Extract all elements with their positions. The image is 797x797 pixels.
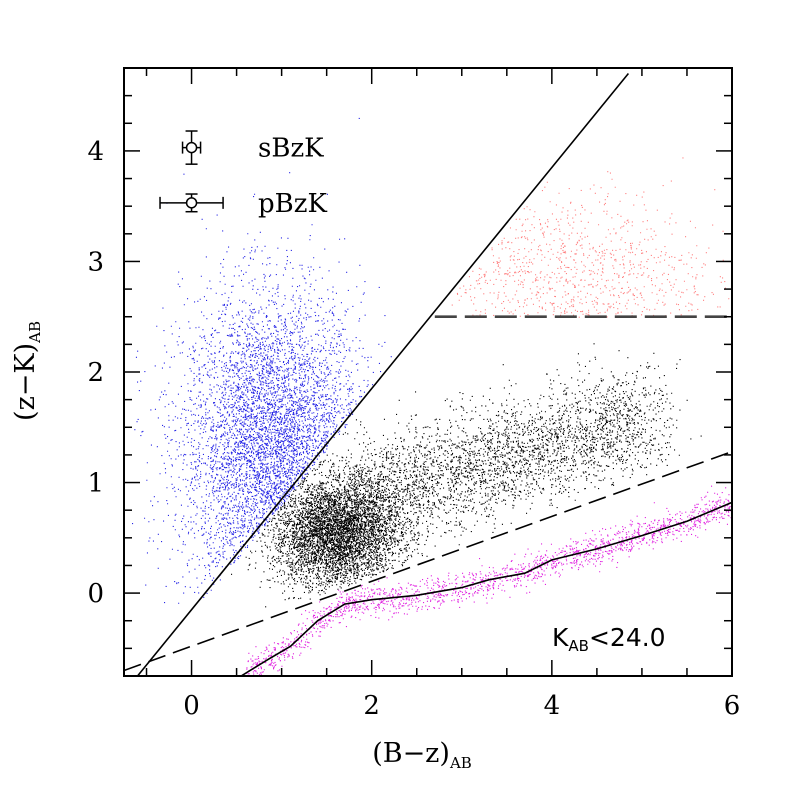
legend-item-sBzK: sBzK (181, 130, 324, 165)
annotation-main: K (552, 623, 569, 652)
annotation-rest: <24.0 (589, 623, 666, 652)
legend: sBzK pBzK (159, 130, 327, 219)
x-axis-label: (B−z)AB (372, 738, 472, 772)
stellar-locus-line (240, 501, 732, 676)
y-tick-label: 1 (87, 469, 104, 499)
magnitude-limit-annotation: KAB<24.0 (552, 623, 666, 655)
x-tick-label: 0 (183, 691, 200, 721)
legend-marker (185, 197, 198, 209)
sBzK-boundary-line (136, 72, 630, 676)
boundary-lines (124, 72, 732, 676)
scatter-points (132, 117, 732, 676)
y-tick-label: 0 (87, 579, 104, 609)
legend-marker (185, 141, 198, 154)
y-tick-label: 4 (87, 137, 104, 167)
y-axis-label-sub: AB (26, 321, 44, 344)
legend-item-pBzK: pBzK (159, 189, 327, 219)
legend-label: sBzK (258, 134, 324, 164)
plot-frame (123, 67, 733, 677)
points-sBzK (132, 117, 392, 604)
annotation-sub: AB (568, 637, 589, 655)
x-tick-label: 2 (363, 691, 380, 721)
x-tick-label: 6 (724, 691, 741, 721)
y-axis-label: (z−K)AB (10, 321, 44, 421)
x-tick-label: 4 (544, 691, 561, 721)
series-galaxies-tail (306, 343, 702, 568)
x-axis-label-sub: AB (449, 754, 472, 772)
axes (123, 67, 733, 677)
y-tick-label: 3 (87, 247, 104, 277)
y-axis-label-main: (z−K) (10, 343, 41, 421)
points-galaxies-tail (306, 343, 702, 568)
star-boundary-line (124, 450, 732, 672)
legend-label: pBzK (258, 189, 327, 219)
series-sBzK (132, 117, 392, 604)
tick-labels: 0 2 4 6 0 1 2 3 4 (87, 137, 740, 721)
y-tick-label: 2 (87, 358, 104, 388)
x-axis-label-main: (B−z) (372, 738, 450, 769)
